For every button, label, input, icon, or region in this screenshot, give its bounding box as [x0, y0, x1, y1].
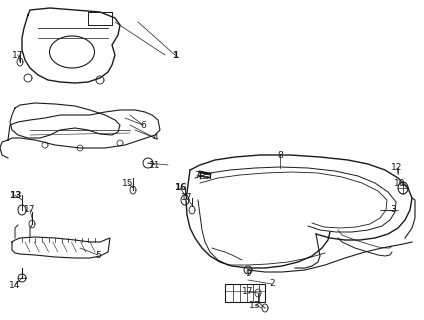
Text: 14: 14: [9, 281, 21, 290]
Bar: [225, 284, 265, 302]
Text: 17: 17: [24, 205, 36, 214]
Text: 3: 3: [390, 205, 396, 214]
Text: 5: 5: [95, 251, 101, 260]
Text: 13: 13: [9, 190, 21, 199]
Text: 2: 2: [269, 279, 275, 289]
Text: 1: 1: [172, 51, 178, 60]
Text: 17: 17: [12, 51, 24, 60]
Text: 15: 15: [122, 179, 134, 188]
Text: 17: 17: [242, 287, 254, 297]
Text: 12: 12: [391, 164, 403, 172]
Text: 7: 7: [194, 171, 200, 180]
Text: 11: 11: [149, 161, 161, 170]
Text: 10: 10: [394, 179, 406, 188]
Text: 8: 8: [277, 150, 283, 159]
Text: 4: 4: [152, 133, 158, 142]
Text: 9: 9: [245, 269, 251, 278]
Text: 13: 13: [249, 300, 261, 309]
Text: 6: 6: [140, 121, 146, 130]
Text: 16: 16: [174, 183, 186, 193]
Text: 17: 17: [181, 194, 193, 203]
